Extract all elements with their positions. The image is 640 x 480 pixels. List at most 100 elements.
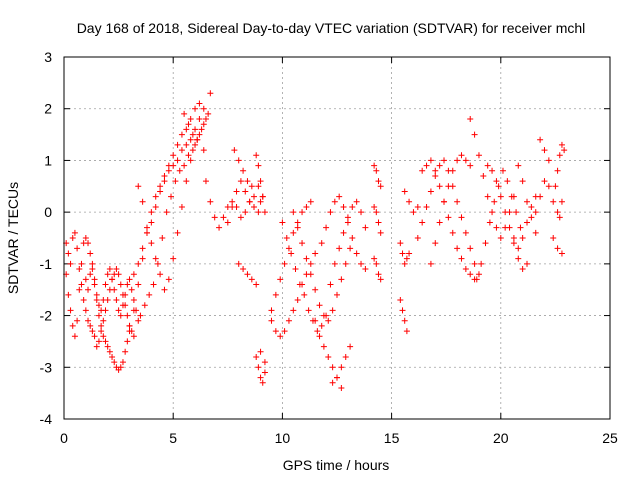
data-point [148,209,155,216]
data-point [358,209,365,216]
data-point [478,260,485,267]
data-point [130,333,137,340]
data-point [303,203,310,210]
data-point [115,307,122,314]
data-point [558,198,565,205]
data-point [454,157,461,164]
data-point [427,188,434,195]
data-point [211,214,218,221]
data-point [441,157,448,164]
data-point [154,260,161,267]
data-point [246,198,253,205]
data-point [347,343,354,350]
data-point [261,209,268,216]
data-point [76,286,83,293]
data-point [76,266,83,273]
data-point [358,260,365,267]
data-point [285,317,292,324]
data-point [499,167,506,174]
data-point [115,271,122,278]
data-point [519,266,526,273]
data-point [185,121,192,128]
data-point [117,312,124,319]
data-point [205,110,212,117]
data-point [187,136,194,143]
data-point [67,307,74,314]
data-point [515,245,522,252]
data-point [178,147,185,154]
data-point [95,312,102,319]
data-point [257,198,264,205]
data-point [100,333,107,340]
data-point [248,276,255,283]
data-point [91,281,98,288]
data-point [113,297,120,304]
y-tick-label: 3 [44,49,52,65]
data-point [432,172,439,179]
data-point [377,183,384,190]
data-point [362,266,369,273]
data-point [397,297,404,304]
data-point [207,198,214,205]
data-point [515,162,522,169]
data-point [183,126,190,133]
data-point [192,141,199,148]
data-point [323,224,330,231]
data-point [504,178,511,185]
axis-ticks [63,56,611,420]
y-tick-label: 0 [44,204,52,220]
data-point [329,307,336,314]
data-point [401,260,408,267]
data-point [519,235,526,241]
data-point [109,276,116,283]
data-point [436,183,443,190]
data-point [183,141,190,148]
data-point [65,250,72,257]
data-point [484,193,491,200]
data-point [475,271,482,278]
data-point [137,312,144,319]
data-point [189,131,196,138]
data-point [268,307,275,314]
data-point [143,229,150,236]
data-point [220,214,227,221]
data-point [299,240,306,247]
data-point [336,245,343,252]
data-point [467,116,474,123]
data-point [128,286,135,293]
data-point [194,136,201,143]
data-point [517,224,524,231]
data-point [406,250,413,257]
y-tick-label: -3 [40,359,53,375]
data-point [124,338,131,345]
data-point [493,178,500,185]
data-point [255,209,262,216]
data-point [135,317,142,324]
data-point [375,271,382,278]
data-point [436,162,443,169]
data-point [82,307,89,314]
y-tick-label: -1 [40,256,53,272]
data-point [288,250,295,257]
data-point [327,281,334,288]
data-point [161,172,168,179]
data-point [299,209,306,216]
data-point [242,209,249,216]
data-point [135,183,142,190]
data-point [93,343,100,350]
data-point [552,183,559,190]
data-point [410,209,417,216]
data-point [67,260,74,267]
y-tick-label: -4 [40,411,53,427]
axis-tick-labels: 0 5 10 15 20 25 -4 -3 -2 -1 0 1 2 3 [40,49,618,446]
data-point [281,260,288,267]
data-point [336,193,343,200]
data-point [491,198,498,205]
y-tick-label: 1 [44,152,52,168]
data-point [334,291,340,298]
data-point [353,198,360,205]
x-axis-label: GPS time / hours [283,457,390,473]
data-point [257,374,264,381]
data-point [242,188,249,195]
data-point [441,198,448,205]
